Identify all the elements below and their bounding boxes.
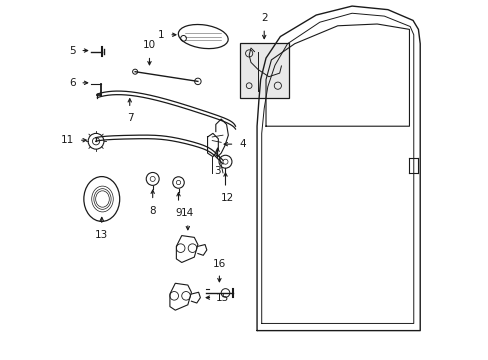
Text: 13: 13	[95, 230, 108, 240]
Text: 10: 10	[142, 40, 156, 50]
Text: 2: 2	[261, 13, 267, 23]
Text: 6: 6	[69, 78, 76, 88]
Text: 1: 1	[158, 30, 164, 40]
Text: 16: 16	[212, 258, 225, 269]
Text: 3: 3	[214, 166, 221, 176]
Text: 4: 4	[239, 139, 245, 149]
Text: 8: 8	[149, 206, 156, 216]
Text: 14: 14	[181, 208, 194, 218]
Text: 12: 12	[220, 193, 233, 203]
Text: 7: 7	[127, 113, 134, 123]
Text: 5: 5	[69, 46, 76, 55]
FancyBboxPatch shape	[240, 42, 288, 98]
Text: 9: 9	[175, 208, 182, 218]
Text: 15: 15	[215, 293, 228, 303]
Text: 11: 11	[61, 135, 74, 145]
